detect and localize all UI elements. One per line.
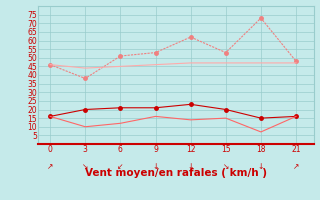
Text: ↓: ↓ xyxy=(152,162,159,171)
Text: ↗: ↗ xyxy=(47,162,53,171)
Text: ↓: ↓ xyxy=(188,162,194,171)
X-axis label: Vent moyen/en rafales ( km/h ): Vent moyen/en rafales ( km/h ) xyxy=(85,168,267,178)
Text: ↗: ↗ xyxy=(293,162,299,171)
Text: ↓: ↓ xyxy=(258,162,264,171)
Text: ↘: ↘ xyxy=(82,162,88,171)
Text: ↙: ↙ xyxy=(117,162,124,171)
Text: ↘: ↘ xyxy=(223,162,229,171)
